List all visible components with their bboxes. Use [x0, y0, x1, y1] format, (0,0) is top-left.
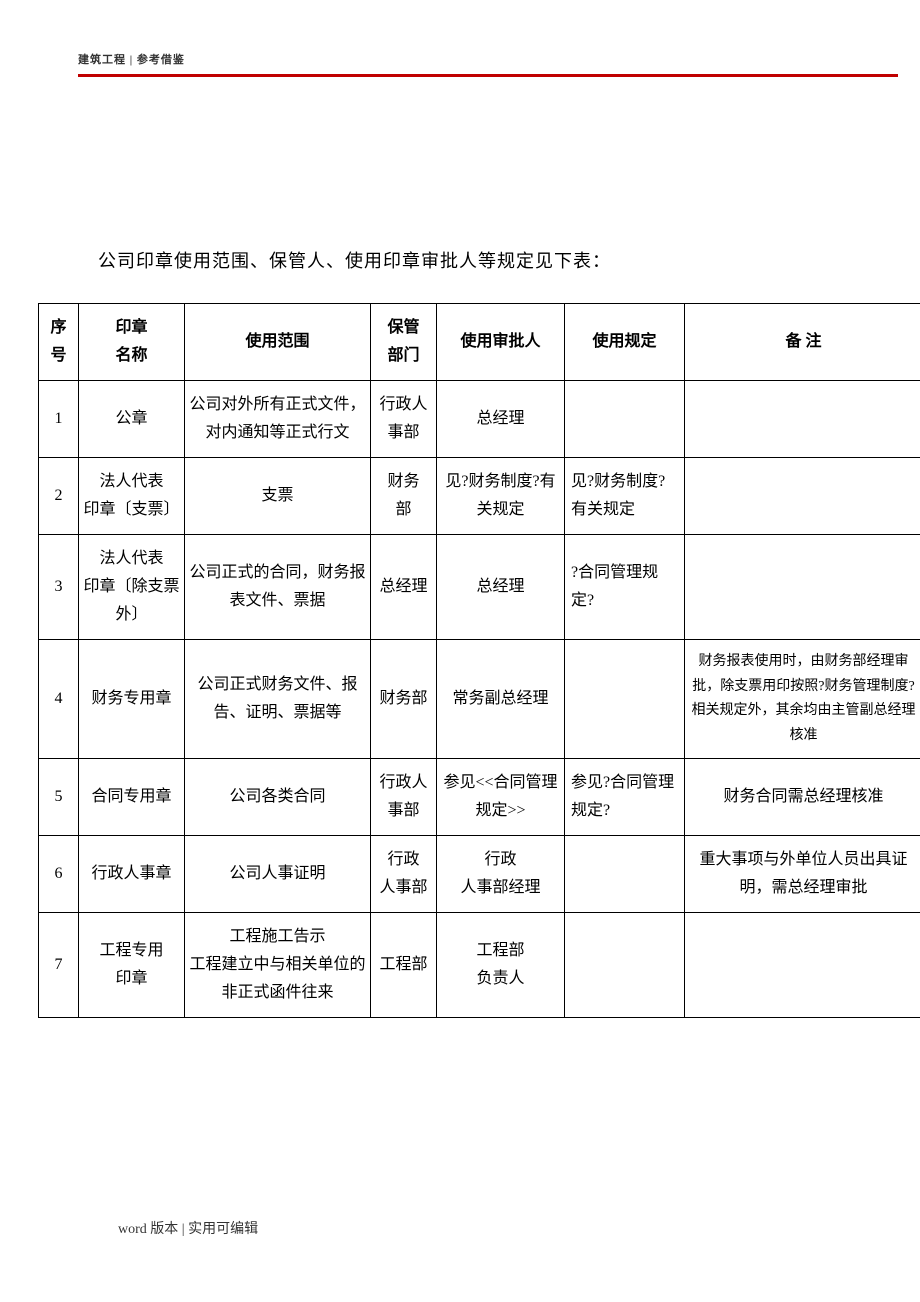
cell-no: 2 — [39, 458, 79, 535]
table-row: 4财务专用章公司正式财务文件、报告、证明、票据等财务部常务副总经理 财务报表使用时… — [39, 640, 920, 759]
cell-note: 财务合同需总经理核准 — [685, 759, 920, 836]
cell-note: 财务报表使用时，由财务部经理审批，除支票用印按照?财务管理制度?相关规定外，其余… — [685, 640, 920, 759]
cell-no: 7 — [39, 913, 79, 1018]
header-rule — [78, 74, 898, 77]
cell-note — [685, 458, 920, 535]
cell-name: 合同专用章 — [79, 759, 185, 836]
cell-approver: 常务副总经理 — [437, 640, 565, 759]
cell-approver: 工程部负责人 — [437, 913, 565, 1018]
cell-scope: 公司人事证明 — [185, 836, 371, 913]
table-row: 1公章公司对外所有正式文件，对内通知等正式行文行政人事部总经理 — [39, 381, 920, 458]
cell-dept: 行政人事部 — [371, 381, 437, 458]
col-note: 备 注 — [685, 304, 920, 381]
cell-no: 6 — [39, 836, 79, 913]
cell-scope: 公司正式的合同，财务报表文件、票据 — [185, 535, 371, 640]
cell-approver: 行政人事部经理 — [437, 836, 565, 913]
footer-text: word 版本 | 实用可编辑 — [118, 1218, 900, 1238]
table-head: 序号 印章名称 使用范围 保管部门 使用审批人 使用规定 备 注 — [39, 304, 920, 381]
col-rule: 使用规定 — [565, 304, 685, 381]
col-approver: 使用审批人 — [437, 304, 565, 381]
cell-name: 法人代表印章〔支票〕 — [79, 458, 185, 535]
page-header: 建筑工程 | 参考借鉴 — [78, 50, 900, 68]
cell-dept: 财务部 — [371, 640, 437, 759]
cell-rule — [565, 913, 685, 1018]
seal-table: 序号 印章名称 使用范围 保管部门 使用审批人 使用规定 备 注 1公章公司对外… — [38, 303, 920, 1018]
cell-no: 1 — [39, 381, 79, 458]
table-header-row: 序号 印章名称 使用范围 保管部门 使用审批人 使用规定 备 注 — [39, 304, 920, 381]
cell-dept: 行政人事部 — [371, 759, 437, 836]
cell-scope: 支票 — [185, 458, 371, 535]
cell-scope: 公司正式财务文件、报告、证明、票据等 — [185, 640, 371, 759]
cell-note — [685, 381, 920, 458]
cell-rule: 见?财务制度?有关规定 — [565, 458, 685, 535]
cell-rule — [565, 640, 685, 759]
header-label: 建筑工程 | 参考借鉴 — [78, 54, 185, 66]
document-page: 建筑工程 | 参考借鉴 公司印章使用范围、保管人、使用印章审批人等规定见下表： … — [0, 0, 920, 1278]
table-row: 2法人代表印章〔支票〕支票财务部见?财务制度?有关规定见?财务制度?有关规定 — [39, 458, 920, 535]
cell-note — [685, 913, 920, 1018]
col-no: 序号 — [39, 304, 79, 381]
col-scope: 使用范围 — [185, 304, 371, 381]
cell-scope: 公司各类合同 — [185, 759, 371, 836]
cell-approver: 总经理 — [437, 381, 565, 458]
cell-dept: 行政人事部 — [371, 836, 437, 913]
cell-approver: 见?财务制度?有关规定 — [437, 458, 565, 535]
cell-approver: 总经理 — [437, 535, 565, 640]
cell-name: 公章 — [79, 381, 185, 458]
table-row: 6行政人事章公司人事证明行政人事部行政人事部经理 重大事项与外单位人员出具证明，需… — [39, 836, 920, 913]
cell-rule: ?合同管理规定? — [565, 535, 685, 640]
cell-dept: 财务部 — [371, 458, 437, 535]
cell-rule: 参见?合同管理规定? — [565, 759, 685, 836]
table-row: 3法人代表印章〔除支票外〕公司正式的合同，财务报表文件、票据总经理总经理?合同管… — [39, 535, 920, 640]
table-row: 5合同专用章公司各类合同行政人事部参见<<合同管理规定>>参见?合同管理规定?财… — [39, 759, 920, 836]
cell-scope: 工程施工告示工程建立中与相关单位的非正式函件往来 — [185, 913, 371, 1018]
cell-dept: 总经理 — [371, 535, 437, 640]
table-body: 1公章公司对外所有正式文件，对内通知等正式行文行政人事部总经理2法人代表印章〔支… — [39, 381, 920, 1018]
cell-note — [685, 535, 920, 640]
col-name: 印章名称 — [79, 304, 185, 381]
cell-dept: 工程部 — [371, 913, 437, 1018]
cell-rule — [565, 381, 685, 458]
cell-name: 行政人事章 — [79, 836, 185, 913]
intro-text: 公司印章使用范围、保管人、使用印章审批人等规定见下表： — [98, 247, 900, 273]
cell-name: 财务专用章 — [79, 640, 185, 759]
cell-no: 3 — [39, 535, 79, 640]
cell-no: 4 — [39, 640, 79, 759]
cell-name: 工程专用印章 — [79, 913, 185, 1018]
cell-rule — [565, 836, 685, 913]
cell-scope: 公司对外所有正式文件，对内通知等正式行文 — [185, 381, 371, 458]
table-row: 7工程专用印章工程施工告示工程建立中与相关单位的非正式函件往来工程部工程部负责人 — [39, 913, 920, 1018]
cell-approver: 参见<<合同管理规定>> — [437, 759, 565, 836]
cell-note: 重大事项与外单位人员出具证明，需总经理审批 — [685, 836, 920, 913]
cell-no: 5 — [39, 759, 79, 836]
col-dept: 保管部门 — [371, 304, 437, 381]
cell-name: 法人代表印章〔除支票外〕 — [79, 535, 185, 640]
